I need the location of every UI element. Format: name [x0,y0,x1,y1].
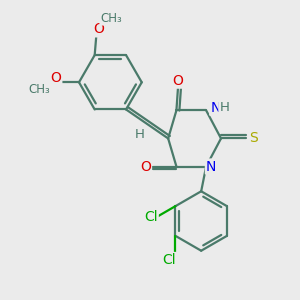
Text: O: O [50,71,61,85]
Text: O: O [93,22,104,36]
Text: O: O [172,74,184,88]
Text: N: N [206,160,216,173]
Text: O: O [140,160,151,173]
Text: CH₃: CH₃ [100,12,122,25]
Text: Cl: Cl [163,253,176,267]
Text: H: H [135,128,145,141]
Text: S: S [249,131,257,146]
Text: N: N [210,101,220,115]
Text: H: H [219,101,229,114]
Text: Cl: Cl [144,210,158,224]
Text: CH₃: CH₃ [28,83,50,96]
